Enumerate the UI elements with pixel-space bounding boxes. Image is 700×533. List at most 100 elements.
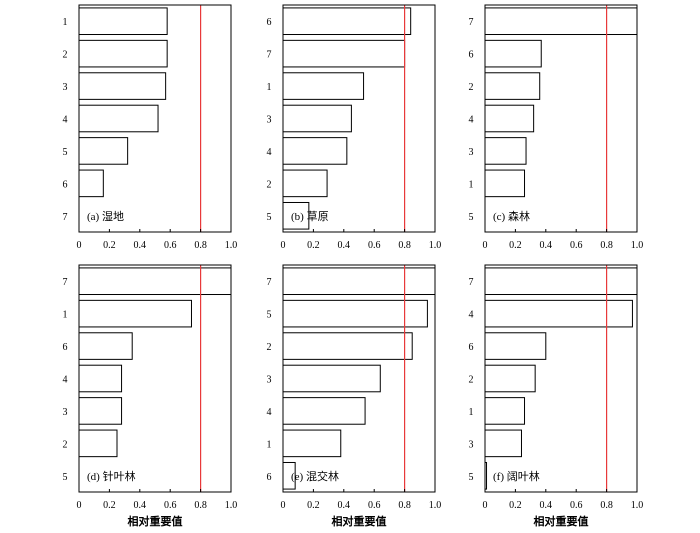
- category-label: 2: [469, 82, 474, 93]
- category-label: 7: [63, 277, 68, 288]
- bar: [484, 332, 547, 360]
- category-label: 1: [267, 439, 272, 450]
- category-label: 5: [267, 212, 272, 223]
- panel-label: (c) 森林: [493, 209, 530, 223]
- bar: [78, 267, 232, 296]
- bar: [282, 332, 413, 360]
- category-label: 6: [63, 179, 68, 190]
- bar: [78, 299, 192, 328]
- bar: [484, 267, 638, 296]
- bar: [78, 7, 168, 36]
- category-label: 2: [267, 179, 272, 190]
- x-tick-label: 0.6: [164, 240, 177, 251]
- category-label: 3: [63, 407, 68, 418]
- bar: [484, 299, 633, 328]
- category-label: 1: [469, 179, 474, 190]
- category-label: 1: [63, 310, 68, 321]
- x-tick-label: 0.4: [338, 240, 351, 251]
- x-tick-label: 0.4: [134, 500, 147, 511]
- bar: [282, 267, 436, 296]
- x-axis-title: 相对重要值: [534, 514, 589, 528]
- x-tick-label: 1.0: [429, 500, 442, 511]
- category-label: 6: [469, 342, 474, 353]
- bar: [282, 104, 352, 133]
- panel-3: 7 6 2 4 3 1 5 0 0.2 0.4 0.6 0.8 1.0 (c) 森林: [469, 4, 644, 251]
- x-tick-label: 0.8: [398, 240, 411, 251]
- bar: [78, 397, 123, 425]
- bar: [484, 137, 527, 165]
- panel-label: (a) 湿地: [87, 210, 124, 223]
- category-label: 3: [267, 375, 272, 386]
- x-tick-label: 0.8: [600, 240, 613, 251]
- plot-frame: [484, 264, 638, 493]
- category-label: 4: [63, 115, 68, 126]
- category-label: 2: [469, 375, 474, 386]
- panel-label: (b) 草原: [291, 210, 329, 223]
- category-label: 2: [63, 50, 68, 61]
- x-tick-label: 1.0: [429, 240, 442, 251]
- bar: [484, 104, 535, 133]
- plot-frame: [484, 4, 638, 233]
- category-label: 5: [267, 310, 272, 321]
- category-label: 4: [267, 407, 272, 418]
- category-label: 7: [63, 212, 68, 223]
- category-label: 6: [267, 472, 272, 483]
- bar: [282, 7, 412, 36]
- bar: [282, 137, 348, 165]
- bar: [282, 299, 428, 328]
- panel-2: 6 7 1 3 4 2 5 0 0.2 0.4 0.6 0.8 1.0 (b) 草原: [267, 4, 442, 251]
- category-label: 2: [63, 439, 68, 450]
- x-tick-label: 0: [281, 240, 286, 251]
- category-label: 2: [267, 342, 272, 353]
- x-tick-label: 0.6: [570, 500, 583, 511]
- x-tick-label: 1.0: [225, 240, 238, 251]
- category-label: 4: [63, 375, 68, 386]
- category-label: 3: [469, 147, 474, 158]
- category-label: 4: [469, 310, 474, 321]
- plot-frame: [78, 264, 232, 493]
- category-label: 5: [469, 212, 474, 223]
- x-axis-title: 相对重要值: [332, 514, 387, 528]
- bar: [484, 39, 542, 68]
- x-tick-label: 0.2: [103, 500, 116, 511]
- category-label: 5: [63, 472, 68, 483]
- x-tick-label: 1.0: [631, 500, 644, 511]
- bar: [78, 364, 123, 393]
- panel-label: (d) 针叶林: [87, 469, 136, 483]
- x-tick-label: 0.4: [338, 500, 351, 511]
- bar: [484, 72, 541, 100]
- x-tick-label: 0.6: [368, 500, 381, 511]
- x-tick-label: 0.8: [194, 500, 207, 511]
- x-tick-label: 0.4: [134, 240, 147, 251]
- category-label: 4: [267, 147, 272, 158]
- x-tick-label: 0.2: [509, 500, 522, 511]
- category-label: 7: [267, 277, 272, 288]
- bar: [78, 39, 168, 68]
- x-tick-label: 0: [77, 500, 82, 511]
- bar: [282, 364, 381, 393]
- x-tick-label: 1.0: [631, 240, 644, 251]
- bar: [282, 201, 310, 230]
- bar: [484, 397, 526, 425]
- category-label: 7: [469, 17, 474, 28]
- bar: [282, 429, 342, 458]
- bar: [484, 364, 536, 393]
- x-tick-label: 0.2: [103, 240, 116, 251]
- bar: [282, 72, 365, 100]
- bar: [484, 7, 638, 36]
- x-tick-label: 0.6: [570, 240, 583, 251]
- bar: [282, 397, 366, 425]
- category-label: 1: [267, 82, 272, 93]
- x-tick-label: 0.2: [307, 500, 320, 511]
- x-tick-label: 0: [483, 240, 488, 251]
- category-label: 6: [267, 17, 272, 28]
- bar: [484, 429, 522, 458]
- x-tick-label: 0.8: [398, 500, 411, 511]
- category-label: 3: [63, 82, 68, 93]
- bar: [78, 137, 129, 165]
- bar: [78, 169, 104, 198]
- category-label: 7: [469, 277, 474, 288]
